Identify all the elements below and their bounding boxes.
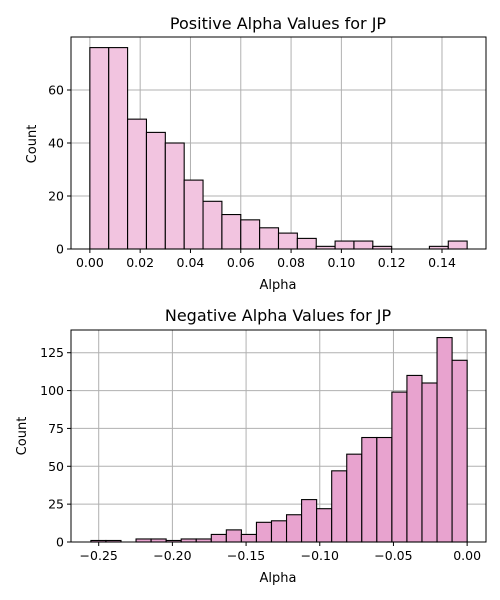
histogram-bar (296, 237, 317, 250)
x-axis-label: Alpha (260, 278, 297, 293)
x-tick-label: −0.10 (301, 548, 339, 563)
y-tick-label: 100 (40, 383, 64, 398)
y-tick-label: 75 (48, 421, 64, 436)
histogram-bar (451, 359, 468, 543)
histogram-bar (240, 533, 257, 543)
histogram-bar (145, 131, 166, 250)
histogram-bar (277, 232, 298, 250)
y-tick-label: 25 (48, 497, 64, 512)
y-axis-label: Count (15, 417, 30, 456)
histogram-bar (361, 436, 378, 543)
histogram-bar (406, 374, 423, 543)
histogram-bar (89, 47, 110, 250)
negative-alpha-histogram: Negative Alpha Values for JP Alpha Count… (15, 306, 487, 586)
histogram-bar (259, 227, 280, 250)
x-tick-label: 0.02 (126, 255, 154, 270)
histogram-bar (225, 529, 242, 543)
histogram-bar (331, 470, 348, 543)
histogram-bar (391, 391, 408, 543)
histogram-bar (334, 240, 355, 250)
y-tick-label: 50 (48, 459, 64, 474)
x-tick-label: 0.10 (327, 255, 355, 270)
chart-title: Positive Alpha Values for JP (170, 14, 387, 33)
histogram-bar (255, 521, 273, 543)
x-axis-label: Alpha (260, 571, 297, 586)
y-tick-label: 60 (48, 83, 64, 98)
histogram-bar (346, 453, 363, 543)
histogram-bar (421, 382, 438, 543)
y-tick-label: 125 (40, 345, 64, 360)
y-tick-label: 40 (48, 136, 64, 151)
x-tick-label: −0.15 (227, 548, 265, 563)
histogram-bar (108, 47, 129, 250)
histogram-bar (301, 499, 318, 543)
histogram-bar (436, 337, 453, 543)
y-tick-label: 20 (48, 189, 64, 204)
histogram-bar (127, 118, 148, 250)
y-tick-label: 0 (56, 535, 64, 550)
x-tick-label: 0.00 (453, 548, 481, 563)
x-tick-label: 0.08 (277, 255, 305, 270)
x-tick-label: −0.20 (153, 548, 191, 563)
histogram-bar (210, 533, 227, 543)
histogram-bar (270, 520, 288, 543)
histogram-bar (285, 514, 303, 543)
x-tick-label: 0.06 (227, 255, 255, 270)
histogram-bar (164, 142, 185, 250)
chart-title: Negative Alpha Values for JP (165, 306, 392, 325)
x-tick-label: 0.04 (177, 255, 205, 270)
positive-alpha-histogram: Positive Alpha Values for JP Alpha Count… (25, 14, 487, 293)
y-tick-label: 0 (56, 242, 64, 257)
histogram-bar (202, 200, 223, 250)
histogram-bar (447, 240, 468, 250)
y-axis-label: Count (25, 125, 40, 164)
histogram-bar (316, 508, 333, 543)
histogram-bar (376, 436, 393, 543)
x-tick-label: 0.12 (378, 255, 406, 270)
x-tick-label: −0.05 (374, 548, 412, 563)
histogram-bar (353, 240, 374, 250)
x-tick-label: 0.14 (428, 255, 456, 270)
histogram-bar (221, 214, 242, 250)
x-tick-label: −0.25 (80, 548, 118, 563)
histogram-bar (183, 179, 204, 250)
histogram-bar (240, 219, 261, 250)
x-tick-label: 0.00 (76, 255, 104, 270)
plot-frame (70, 329, 487, 543)
